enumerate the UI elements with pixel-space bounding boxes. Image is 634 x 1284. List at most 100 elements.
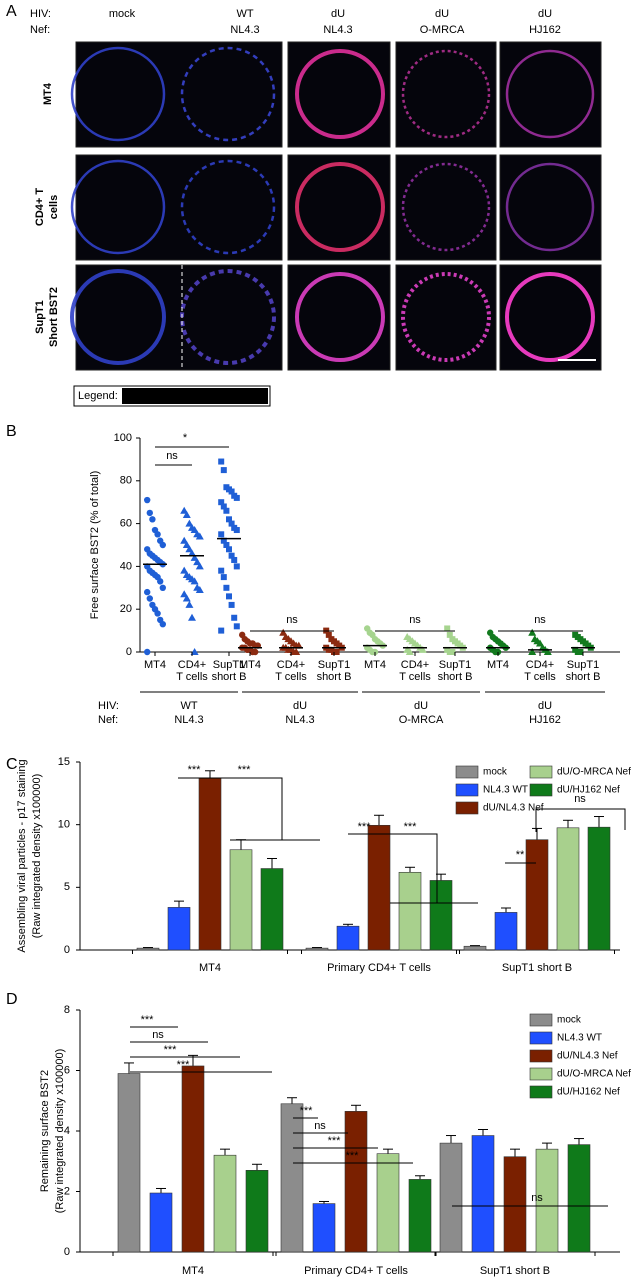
point (190, 526, 199, 534)
x-tick-label: T cells (399, 671, 431, 683)
group-hiv: dU (538, 700, 552, 712)
significance-label: *** (238, 764, 252, 776)
point (226, 593, 232, 600)
point (154, 531, 161, 538)
significance-label: ns (534, 614, 546, 626)
point (220, 537, 227, 544)
point (543, 648, 552, 655)
legend-swatch (455, 801, 479, 815)
cell-ring (401, 272, 491, 362)
group-hiv: dU (293, 700, 307, 712)
hiv-label: HIV: (98, 700, 119, 712)
point (218, 499, 225, 506)
point (185, 519, 194, 527)
x-tick-label: MT4 (487, 659, 509, 671)
point (157, 578, 164, 585)
y-tick-label: 0 (64, 1246, 70, 1258)
significance-label: ns (531, 1192, 543, 1204)
group-nef: NL4.3 (174, 714, 203, 726)
cell-ring (70, 269, 166, 365)
point (154, 610, 161, 617)
bar (336, 925, 360, 951)
significance-bracket (210, 777, 320, 841)
cell-ring (70, 46, 166, 142)
point (220, 467, 227, 474)
significance-label: *** (300, 1105, 314, 1117)
x-tick-label: MT4 (199, 962, 221, 974)
bar (408, 1179, 432, 1253)
point (233, 494, 240, 501)
column-nef: NL4.3 (230, 24, 259, 36)
cell-ring (505, 49, 595, 139)
micrograph (75, 154, 283, 261)
point (180, 590, 189, 598)
significance-label: *** (164, 1044, 178, 1056)
bar (376, 1153, 400, 1253)
point (159, 541, 166, 549)
legend-swatch (529, 1049, 553, 1063)
point (228, 552, 235, 559)
point (233, 623, 240, 630)
y-axis-label: (Raw integrated density x100000) (31, 774, 43, 938)
bar (463, 945, 487, 951)
column-nef: NL4.3 (323, 24, 352, 36)
point (233, 563, 240, 570)
micrograph (395, 264, 497, 371)
point (190, 648, 199, 655)
x-tick-label: MT4 (239, 659, 261, 671)
cell-ring (295, 162, 385, 252)
bar (367, 824, 391, 951)
micrograph (395, 41, 497, 148)
point (180, 536, 189, 544)
legend-swatch (529, 1085, 553, 1099)
x-tick-label: SupT1 (567, 659, 599, 671)
x-tick-label: SupT1 short B (480, 1265, 550, 1277)
point (146, 595, 153, 602)
point (180, 506, 189, 514)
y-tick-label: 20 (120, 603, 132, 615)
y-tick-label: 40 (120, 560, 132, 572)
point (185, 600, 194, 608)
y-axis-label: (Raw integrated density x100000) (54, 1049, 66, 1213)
y-axis-label: Remaining surface BST2 (39, 1070, 51, 1192)
bar (280, 1103, 304, 1253)
bar (117, 1073, 141, 1253)
micrograph (75, 264, 283, 371)
x-tick-label: SupT1 (318, 659, 350, 671)
point (218, 567, 225, 574)
point (449, 649, 456, 655)
x-tick-label: short B (438, 671, 473, 683)
point (223, 542, 230, 548)
point (188, 549, 196, 557)
x-tick-label: MT4 (364, 659, 386, 671)
hiv-label: HIV: (30, 8, 51, 20)
micrograph (499, 154, 602, 261)
column-nef: O-MRCA (420, 24, 465, 36)
x-tick-label: MT4 (144, 659, 166, 671)
significance-label: ** (516, 849, 525, 861)
y-tick-label: 15 (58, 756, 70, 768)
group-hiv: WT (180, 700, 197, 712)
group-hiv: dU (414, 700, 428, 712)
column-hiv: dU (331, 8, 345, 20)
significance-label: *** (141, 1014, 155, 1026)
cell-ring (295, 272, 385, 362)
point (228, 601, 235, 608)
micrograph (395, 154, 497, 261)
point (180, 566, 189, 574)
x-tick-label: Primary CD4+ T cells (304, 1265, 408, 1277)
significance-label: * (183, 432, 188, 444)
point (233, 527, 240, 534)
point (218, 458, 225, 465)
point (193, 558, 202, 566)
bar (167, 907, 191, 951)
point (218, 531, 225, 538)
point (195, 532, 204, 540)
point (294, 641, 303, 649)
x-tick-label: T cells (524, 671, 556, 683)
legend-label: NL4.3 WT (483, 785, 528, 796)
panel-label: B (6, 423, 17, 440)
significance-label: ns (314, 1120, 326, 1132)
significance-label: *** (328, 1135, 342, 1147)
